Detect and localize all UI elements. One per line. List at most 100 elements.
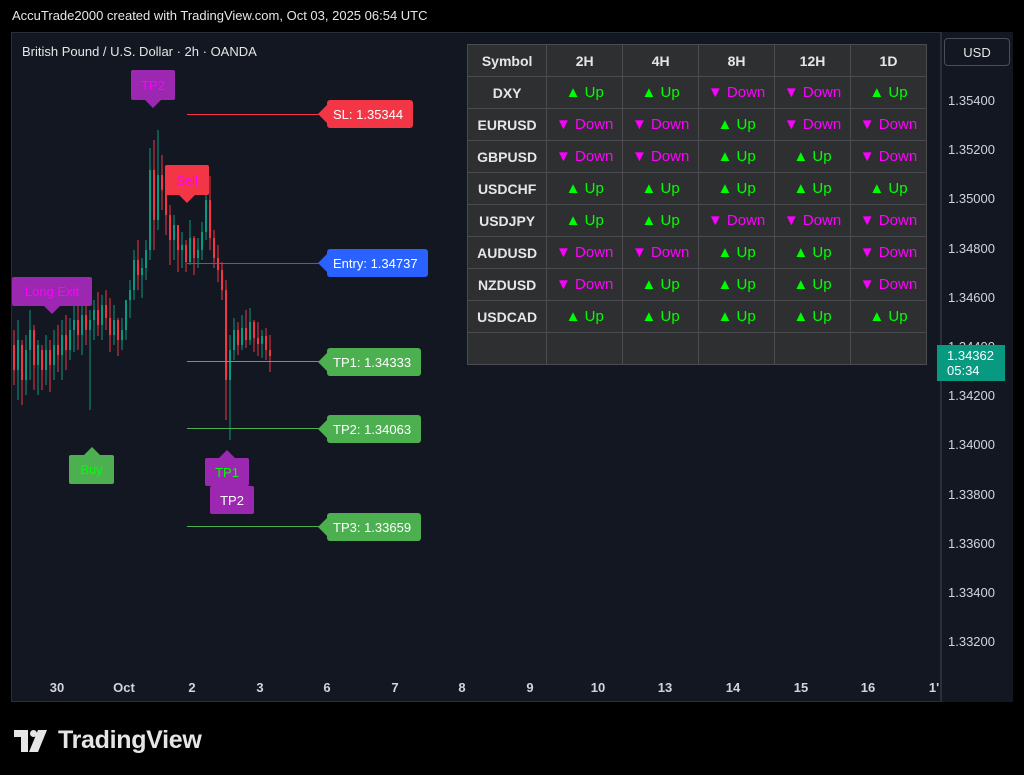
time-tick-label: 1' [928,680,940,695]
candle-body [73,320,75,330]
candle-body [105,305,107,318]
price-tick-label: 1.33200 [948,634,995,650]
tradingview-logo-icon [14,729,47,752]
candle-body [113,320,115,335]
trend-cell-4h: ▲ Up [622,268,700,301]
trend-cell-2h: ▲ Up [546,300,624,333]
tp3-line [187,526,319,527]
column-header-4h: 4H [622,44,700,77]
candle-body [233,330,235,350]
trend-cell-1d: ▲ Up [849,76,928,109]
trend-cell-2h: ▼ Down [546,108,624,141]
candle-body [185,245,187,262]
trend-cell-1d: ▼ Down [849,268,928,301]
table-row: USDCHF ▲ Up ▲ Up ▲ Up ▲ Up ▲ Up [466,172,928,205]
time-tick-label: 15 [793,680,809,695]
trend-cell-8h: ▲ Up [698,300,776,333]
empty-cell [698,332,776,365]
price-tick-label: 1.35000 [948,191,995,207]
candle-body [41,350,43,370]
trend-cell-12h: ▲ Up [774,268,851,301]
symbol-cell: NZDUSD [466,268,548,301]
price-tick-label: 1.33400 [948,585,995,600]
current-price-badge: 1.34362 05:34 [937,345,1005,381]
currency-button[interactable]: USD [944,38,1010,66]
candle-body [213,238,215,258]
tp2-line [187,428,319,429]
candle-body [229,350,231,380]
table-row: AUDUSD ▼ Down ▼ Down ▲ Up ▲ Up ▼ Down [466,236,928,269]
price-tick-label: 1.34000 [948,437,995,453]
trend-cell-4h: ▼ Down [622,108,700,141]
time-tick-label: 30 [49,680,65,695]
tp2-top-marker: TP2 [131,70,175,108]
candle-body [101,305,103,325]
time-tick-label: 3 [256,680,264,695]
bar-countdown: 05:34 [947,363,980,378]
table-row: USDJPY ▲ Up ▲ Up ▼ Down ▼ Down ▼ Down [466,204,928,237]
trend-cell-2h: ▼ Down [546,236,624,269]
price-tick-label: 1.34600 [948,289,995,305]
symbol-cell: GBPUSD [466,140,548,173]
time-tick-label: 8 [458,680,466,695]
candle-body [13,345,15,370]
time-tick-label: 13 [657,680,673,695]
trend-cell-8h: ▲ Up [698,140,776,173]
sl-label: SL: 1.35344 [317,100,414,128]
price-tick-label: 1.33600 [948,535,995,551]
trend-cell-4h: ▼ Down [622,140,700,173]
tp1-label: TP1: 1.34333 [317,348,422,376]
candle-body [161,175,163,190]
column-header-8h: 8H [698,44,776,77]
long-exit-marker: Long Exit [12,277,92,314]
trend-cell-12h: ▲ Up [774,172,851,205]
trend-cell-1d: ▼ Down [849,140,928,173]
candle-body [69,330,71,350]
candle-body [225,290,227,380]
price-tick-label: 1.34200 [948,388,995,404]
trend-cell-2h: ▲ Up [546,172,624,205]
empty-cell [622,332,700,365]
trend-cell-12h: ▲ Up [774,300,851,333]
price-tick-label: 1.35200 [948,142,995,158]
trend-cell-4h: ▲ Up [622,300,700,333]
symbol-description: British Pound / U.S. Dollar · 2h · OANDA [22,44,257,59]
candle-body [245,328,247,340]
candle-body [197,250,199,258]
candle-body [17,340,19,370]
symbol-cell: USDCHF [466,172,548,205]
time-tick-label: 2 [188,680,196,695]
candle-body [217,258,219,270]
column-header-2h: 2H [546,44,624,77]
candle-body [61,335,63,355]
candle-body [149,170,151,250]
candle-body [93,310,95,320]
symbol-cell: DXY [466,76,548,109]
trend-cell-8h: ▼ Down [698,76,776,109]
candle-body [117,320,119,340]
price-tick-label: 1.35400 [948,93,995,108]
candle-body [21,345,23,380]
tradingview-wordmark: TradingView [58,726,202,754]
empty-cell [546,332,624,365]
table-row: GBPUSD ▼ Down ▼ Down ▲ Up ▲ Up ▼ Down [466,140,928,173]
table-empty-row [466,332,928,365]
candle-body [33,330,35,365]
time-tick-label: 7 [391,680,399,695]
candle-body [121,330,123,340]
trend-cell-8h: ▲ Up [698,172,776,205]
trend-cell-2h: ▼ Down [546,140,624,173]
tp1-line [187,361,319,362]
trend-cell-4h: ▲ Up [622,76,700,109]
candle-body [109,318,111,335]
symbol-cell: USDCAD [466,300,548,333]
candle-body [25,350,27,380]
trend-cell-12h: ▲ Up [774,236,851,269]
candle-body [65,335,67,350]
trend-cell-12h: ▼ Down [774,204,851,237]
time-tick-label: Oct [113,680,135,695]
candle-body [209,200,211,238]
candle-body [269,350,271,356]
candle-body [89,320,91,330]
trend-cell-1d: ▲ Up [849,300,928,333]
